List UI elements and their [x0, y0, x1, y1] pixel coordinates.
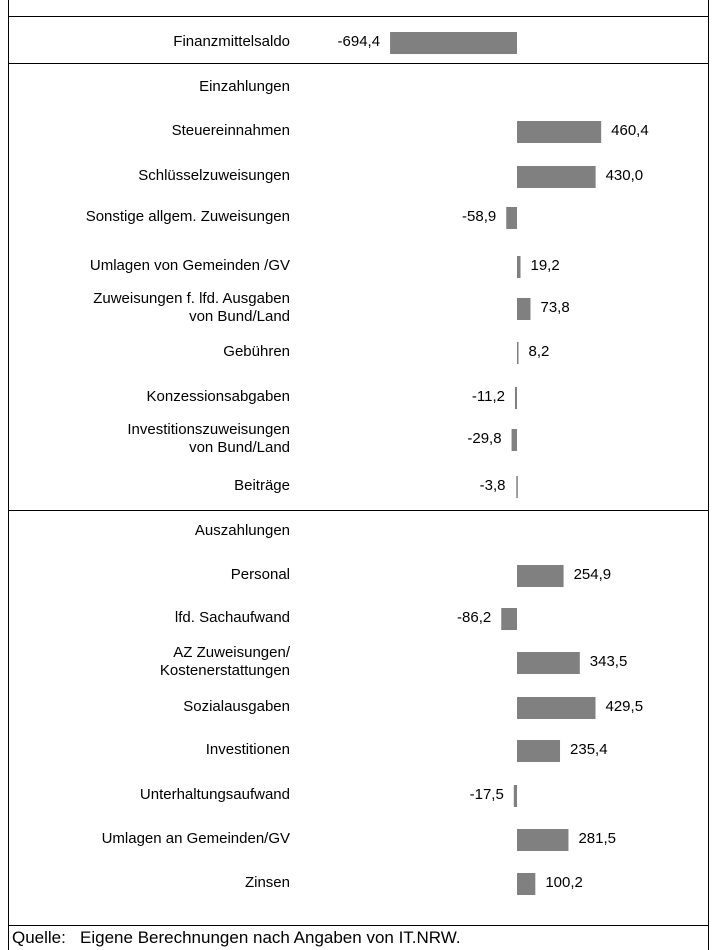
bar: [517, 565, 564, 587]
category-label: Unterhaltungsaufwand: [139, 786, 290, 803]
value-label: 343,5: [589, 653, 628, 670]
category-label: Zuweisungen f. lfd. Ausgaben von Bund/La…: [93, 290, 290, 325]
value-label: 460,4: [611, 122, 649, 139]
value-label: 19,2: [530, 257, 560, 274]
bar: [517, 256, 521, 278]
bar: [501, 608, 517, 630]
value-label: -86,2: [457, 609, 492, 626]
value-label: 254,9: [573, 566, 612, 583]
bar: [517, 298, 531, 320]
category-label: lfd. Sachaufwand: [174, 609, 290, 626]
value-label: -694,4: [337, 33, 381, 50]
bar: [506, 207, 517, 229]
category-label: Umlagen an Gemeinden/GV: [101, 830, 290, 847]
value-label: -29,8: [467, 430, 502, 447]
bar: [511, 429, 517, 451]
category-label: Investitionszuweisungen von Bund/Land: [127, 421, 290, 456]
value-label: -17,5: [469, 786, 504, 803]
category-label: Investitionen: [205, 741, 290, 758]
bar: [517, 166, 596, 188]
category-label: Umlagen von Gemeinden /GV: [89, 257, 290, 274]
bar: [390, 32, 517, 54]
category-label: Zinsen: [244, 874, 290, 891]
category-label: Einzahlungen: [199, 78, 290, 95]
category-label: Schlüsselzuweisungen: [138, 167, 290, 184]
value-label: -3,8: [479, 477, 506, 494]
bar: [517, 740, 561, 762]
bar: [517, 121, 602, 143]
category-label: Gebühren: [223, 343, 290, 360]
bar: [517, 829, 569, 851]
bar: [514, 387, 517, 409]
value-label: -58,9: [462, 208, 497, 225]
category-label: Personal: [230, 566, 290, 583]
category-label: Sonstige allgem. Zuweisungen: [85, 208, 290, 225]
frame: [8, 0, 709, 950]
value-label: 235,4: [570, 741, 608, 758]
value-label: 430,0: [605, 167, 644, 184]
value-label: 100,2: [545, 874, 583, 891]
category-label: Konzessionsabgaben: [146, 388, 290, 405]
value-label: -11,2: [471, 388, 505, 405]
category-label: Finanzmittelsaldo: [173, 33, 290, 50]
source: Quelle: Eigene Berechnungen nach Angaben…: [12, 928, 461, 947]
category-label: Beiträge: [234, 477, 290, 494]
category-label: Steuereinnahmen: [171, 122, 290, 139]
bar: [517, 342, 519, 364]
bar: [517, 873, 536, 895]
bar: [516, 476, 518, 498]
value-label: 429,5: [605, 698, 644, 715]
bar: [513, 785, 517, 807]
category-label: AZ Zuweisungen/ Kostenerstattungen: [159, 644, 290, 679]
bar: [517, 697, 596, 719]
value-label: 281,5: [578, 830, 616, 847]
value-label: 8,2: [528, 343, 550, 360]
bar: [517, 652, 580, 674]
category-label: Auszahlungen: [194, 522, 290, 539]
value-label: 73,8: [540, 299, 570, 316]
category-label: Sozialausgaben: [183, 698, 290, 715]
